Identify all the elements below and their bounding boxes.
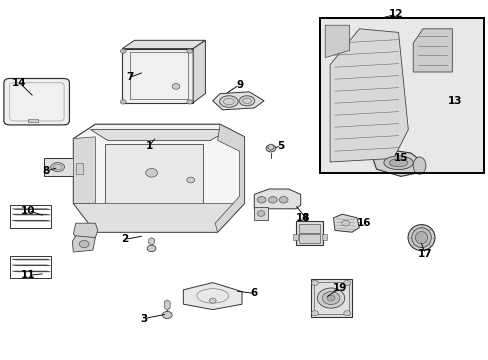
Circle shape	[343, 311, 350, 316]
Text: 8: 8	[43, 166, 50, 176]
Circle shape	[322, 292, 339, 305]
Bar	[129, 52, 188, 99]
Polygon shape	[183, 283, 242, 310]
Polygon shape	[215, 124, 244, 232]
Polygon shape	[212, 92, 264, 110]
Text: 18: 18	[295, 213, 310, 223]
Ellipse shape	[51, 163, 64, 172]
Text: 19: 19	[332, 283, 346, 293]
Polygon shape	[193, 40, 205, 103]
Circle shape	[257, 197, 265, 203]
Polygon shape	[73, 124, 244, 232]
Polygon shape	[412, 29, 451, 72]
Polygon shape	[371, 149, 425, 176]
Ellipse shape	[239, 96, 254, 106]
Ellipse shape	[415, 231, 427, 244]
Circle shape	[186, 49, 192, 53]
Text: 11: 11	[21, 270, 36, 280]
Polygon shape	[73, 137, 95, 203]
Text: 6: 6	[250, 288, 257, 298]
Polygon shape	[325, 25, 349, 58]
Text: 14: 14	[12, 78, 27, 88]
Text: 10: 10	[21, 206, 36, 216]
Polygon shape	[254, 189, 300, 209]
Bar	[320, 18, 483, 173]
Bar	[321, 234, 326, 240]
Polygon shape	[329, 29, 407, 162]
Circle shape	[120, 100, 126, 104]
Ellipse shape	[219, 96, 238, 107]
Bar	[44, 158, 79, 176]
Circle shape	[341, 220, 349, 226]
Text: 9: 9	[236, 80, 243, 90]
Ellipse shape	[407, 225, 434, 251]
FancyBboxPatch shape	[4, 78, 69, 125]
Bar	[105, 144, 203, 205]
Polygon shape	[12, 220, 50, 221]
Text: 3: 3	[141, 314, 147, 324]
Circle shape	[79, 240, 89, 248]
Bar	[298, 224, 320, 233]
Bar	[76, 163, 83, 174]
Bar	[310, 279, 351, 317]
Circle shape	[268, 197, 277, 203]
Polygon shape	[90, 130, 229, 140]
Bar	[10, 256, 51, 278]
Polygon shape	[164, 300, 170, 310]
Circle shape	[145, 168, 157, 177]
Circle shape	[120, 49, 126, 53]
Polygon shape	[254, 207, 267, 220]
Bar	[122, 49, 193, 103]
Circle shape	[209, 298, 216, 303]
Circle shape	[265, 145, 275, 152]
Bar	[292, 234, 297, 240]
Bar	[313, 282, 348, 314]
Polygon shape	[148, 238, 154, 245]
Polygon shape	[333, 214, 359, 232]
Circle shape	[186, 100, 192, 104]
Ellipse shape	[411, 228, 430, 248]
Text: 13: 13	[447, 96, 461, 106]
Polygon shape	[12, 265, 50, 266]
Circle shape	[311, 280, 318, 285]
Polygon shape	[73, 203, 244, 232]
Text: 15: 15	[393, 153, 407, 163]
Ellipse shape	[412, 157, 425, 174]
Polygon shape	[73, 223, 98, 239]
Circle shape	[279, 197, 287, 203]
Polygon shape	[12, 214, 50, 215]
Circle shape	[343, 280, 350, 285]
Polygon shape	[12, 209, 50, 210]
Polygon shape	[72, 236, 95, 252]
Circle shape	[326, 295, 334, 301]
Bar	[28, 119, 38, 122]
Circle shape	[311, 311, 318, 316]
Text: 12: 12	[388, 9, 403, 19]
Bar	[320, 18, 483, 173]
Text: 17: 17	[417, 249, 432, 259]
Bar	[296, 221, 323, 245]
Text: 7: 7	[125, 72, 133, 82]
Circle shape	[257, 211, 264, 216]
Text: 16: 16	[356, 218, 371, 228]
Circle shape	[186, 177, 194, 183]
Circle shape	[317, 288, 344, 308]
Polygon shape	[122, 40, 205, 49]
Circle shape	[172, 84, 180, 89]
Circle shape	[147, 245, 156, 252]
Circle shape	[162, 311, 172, 319]
Polygon shape	[12, 259, 50, 260]
Bar	[298, 234, 320, 243]
Text: 5: 5	[277, 141, 284, 151]
Bar	[10, 205, 51, 228]
Polygon shape	[12, 271, 50, 272]
Ellipse shape	[383, 156, 412, 170]
Text: 1: 1	[145, 141, 152, 151]
Ellipse shape	[388, 159, 407, 167]
Text: 2: 2	[121, 234, 128, 244]
Text: 4: 4	[301, 213, 309, 223]
Polygon shape	[267, 144, 273, 150]
